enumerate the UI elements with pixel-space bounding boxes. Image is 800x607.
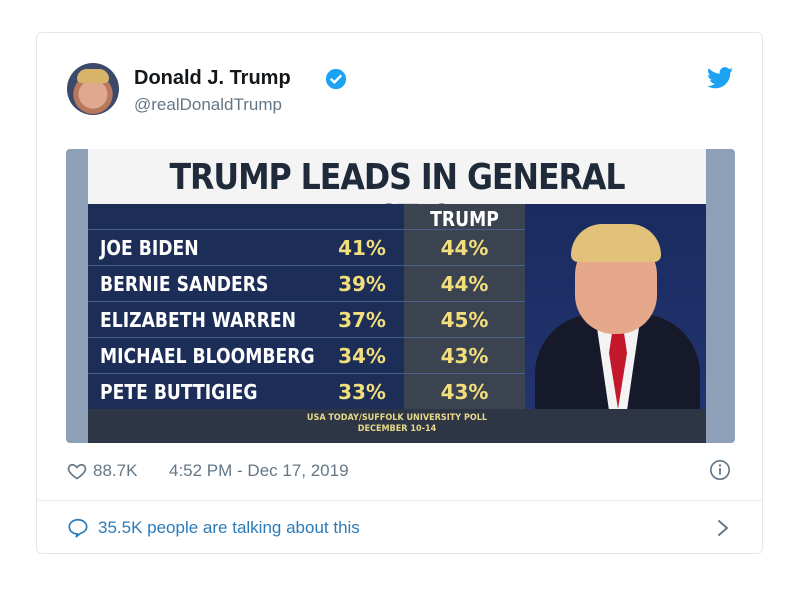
chevron-right-icon[interactable] [714,517,732,539]
poll-row: PETE BUTTIGIEG 33% 43% [88,373,525,409]
candidate-pct: 41% [338,236,386,260]
tweet-timestamp[interactable]: 4:52 PM - Dec 17, 2019 [169,461,349,480]
poll-dates: DECEMBER 10-14 [357,424,437,434]
like-count[interactable]: 88.7K [93,461,138,480]
tweet-card: Donald J. Trump @realDonaldTrump TRUMP L… [36,32,763,554]
poll-table: TRUMP JOE BIDEN 41% 44% BERNIE SANDERS 3… [88,204,525,409]
poll-row: MICHAEL BLOOMBERG 34% 43% [88,337,525,373]
poll-source-bar: USA TODAY/SUFFOLK UNIVERSITY POLL DECEMB… [88,409,706,443]
candidate-pct: 37% [338,308,386,332]
candidate-name: MICHAEL BLOOMBERG [100,344,315,368]
poll-row: JOE BIDEN 41% 44% [88,229,525,265]
trump-column-header: TRUMP [430,207,499,231]
verified-badge-icon [325,68,347,90]
trump-pct: 44% [440,236,489,260]
tweet-media-image[interactable]: TRUMP LEADS IN GENERAL ELECTION TRUMP JO… [66,149,735,443]
divider [37,500,762,501]
info-icon[interactable] [709,459,731,481]
poll-row: ELIZABETH WARREN 37% 45% [88,301,525,337]
candidate-name: JOE BIDEN [100,236,199,260]
avatar[interactable] [67,63,119,115]
author-handle[interactable]: @realDonaldTrump [134,95,282,114]
trump-pct: 43% [440,344,489,368]
speech-bubble-icon[interactable] [67,517,89,539]
candidate-name: PETE BUTTIGIEG [100,380,258,404]
author-name[interactable]: Donald J. Trump [134,67,291,89]
candidate-pct: 39% [338,272,386,296]
poll-source: USA TODAY/SUFFOLK UNIVERSITY POLL [306,413,488,423]
candidate-name: ELIZABETH WARREN [100,308,297,332]
conversation-link[interactable]: 35.5K people are talking about this [98,518,360,537]
trump-pct: 44% [440,272,489,296]
heart-icon[interactable] [67,461,87,481]
trump-pct: 45% [440,308,489,332]
candidate-pct: 33% [338,380,386,404]
trump-pct: 43% [440,380,489,404]
graphic-headline-bar: TRUMP LEADS IN GENERAL ELECTION [88,149,706,239]
trump-column [404,204,525,409]
candidate-pct: 34% [338,344,386,368]
candidate-name: BERNIE SANDERS [100,272,269,296]
twitter-bird-icon[interactable] [707,67,733,89]
candidate-portrait [525,204,706,409]
poll-row: BERNIE SANDERS 39% 44% [88,265,525,301]
